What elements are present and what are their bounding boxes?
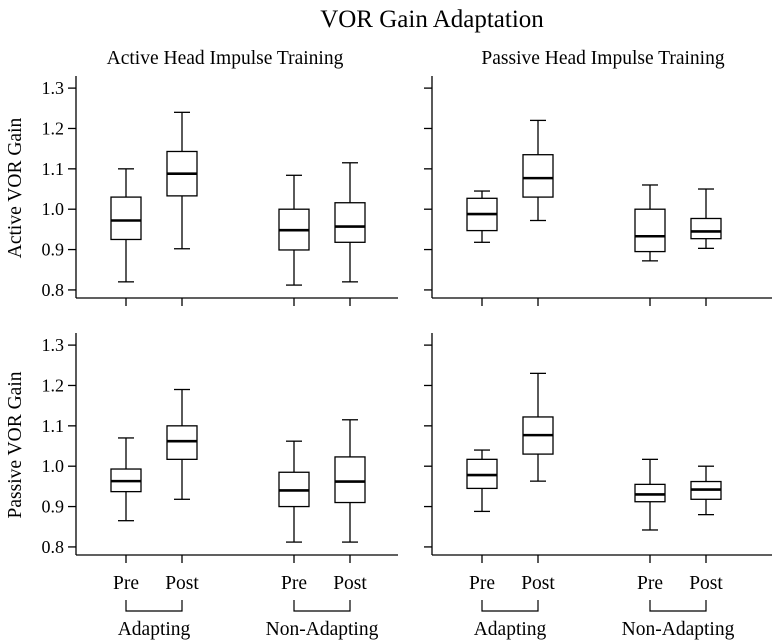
box-adapting-post <box>166 111 198 250</box>
panel-2-1: 0.8 0.9 1.0 1.1 1.2 1.3 <box>42 333 398 563</box>
group-label: Non-Adapting <box>266 619 379 640</box>
y-tick-label: 0.8 <box>42 280 65 300</box>
x-category-label: Pre <box>637 573 663 594</box>
column-title-passive: Passive Head Impulse Training <box>481 48 724 69</box>
bottom-axis-layer: Pre Post Pre Post Adapting Non-Adapting Pre Pos… <box>113 573 735 640</box>
x-category-label: Pre <box>281 573 307 594</box>
iqr-box <box>334 456 366 504</box>
y-tick-label: 1.1 <box>42 416 65 436</box>
row-label-passive-vor-gain: Passive VOR Gain <box>5 371 26 518</box>
iqr-box <box>690 217 722 240</box>
x-category-label: Post <box>689 573 723 594</box>
box-non-adapting-pre <box>278 174 310 286</box>
x-category-label: Post <box>165 573 199 594</box>
box-adapting-post <box>166 388 198 500</box>
y-tick-label: 0.8 <box>42 537 65 557</box>
iqr-box <box>634 208 666 253</box>
box-adapting-post <box>522 119 554 222</box>
iqr-box <box>110 196 142 241</box>
y-tick-label: 1.0 <box>42 199 65 219</box>
panel-1-1: 0.8 0.9 1.0 1.1 1.2 1.3 <box>42 76 398 306</box>
group-label: Adapting <box>118 619 191 640</box>
y-tick-label: 1.1 <box>42 159 65 179</box>
box-non-adapting-post <box>690 465 722 516</box>
box-non-adapting-pre <box>634 458 666 531</box>
y-tick-label: 1.3 <box>42 335 65 355</box>
y-tick-label: 0.9 <box>42 240 65 260</box>
y-tick-label: 1.2 <box>42 118 65 138</box>
group-bracket <box>125 600 183 612</box>
box-adapting-pre <box>110 437 142 522</box>
box-non-adapting-pre <box>634 184 666 262</box>
y-tick-label: 1.0 <box>42 456 65 476</box>
x-category-label: Post <box>521 573 555 594</box>
x-category-label: Pre <box>469 573 495 594</box>
box-non-adapting-post <box>334 162 366 283</box>
group-label: Non-Adapting <box>622 619 735 640</box>
box-adapting-pre <box>466 190 498 243</box>
y-tick-label: 0.9 <box>42 497 65 517</box>
box-non-adapting-pre <box>278 440 310 543</box>
box-adapting-pre <box>110 168 142 283</box>
row-label-active-vor-gain: Active VOR Gain <box>5 118 26 259</box>
box-non-adapting-post <box>334 419 366 543</box>
box-adapting-pre <box>466 449 498 513</box>
box-adapting-post <box>522 372 554 482</box>
x-category-label: Pre <box>113 573 139 594</box>
group-label: Adapting <box>474 619 547 640</box>
panel-1-2 <box>424 76 772 306</box>
column-title-active: Active Head Impulse Training <box>107 48 344 69</box>
x-category-label: Post <box>333 573 367 594</box>
y-tick-label: 1.3 <box>42 78 65 98</box>
iqr-box <box>522 154 554 198</box>
panels-layer: 0.8 0.9 1.0 1.1 1.2 1.3 0.8 0.9 1.0 1.1 1.2 1.3 <box>42 76 772 563</box>
group-bracket <box>293 600 351 612</box>
chart-title: VOR Gain Adaptation <box>320 6 544 33</box>
iqr-box <box>634 483 666 503</box>
box-non-adapting-post <box>690 188 722 250</box>
iqr-box <box>334 202 366 243</box>
group-bracket <box>481 600 539 612</box>
iqr-box <box>166 425 198 460</box>
y-tick-label: 1.2 <box>42 375 65 395</box>
panel-2-2 <box>424 333 772 563</box>
group-bracket <box>649 600 707 612</box>
